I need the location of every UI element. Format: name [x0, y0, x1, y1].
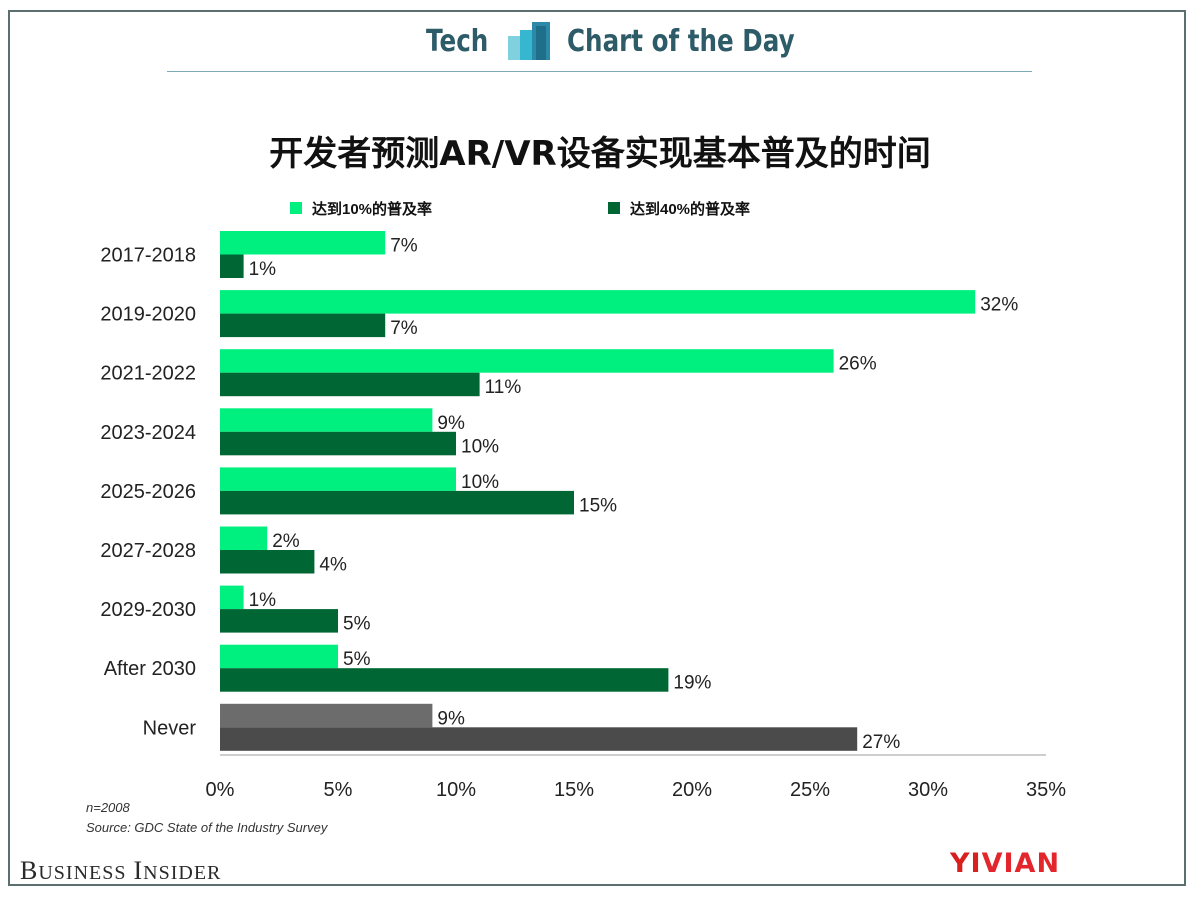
legend-label-2: 达到40%的普及率	[630, 200, 750, 218]
x-tick-label: 0%	[206, 779, 235, 801]
chart-frame	[8, 10, 1186, 886]
bi-logo-usiness: USINESS	[38, 862, 127, 884]
x-tick-label: 20%	[672, 779, 712, 801]
data-label: 26%	[839, 354, 877, 375]
data-label: 5%	[343, 649, 371, 670]
header-tech-label: Tech	[426, 24, 489, 59]
x-tick-label: 30%	[908, 779, 948, 801]
bar-forty-percent	[220, 668, 669, 692]
bar-forty-percent	[220, 313, 386, 338]
bar-ten-percent	[220, 408, 433, 432]
header-chart-of-the-day-label: Chart of the Day	[567, 24, 795, 59]
data-label: 4%	[319, 555, 347, 576]
bi-logo-i: I	[133, 856, 144, 885]
legend-swatch-1	[290, 202, 302, 214]
bi-logo-b: B	[20, 856, 39, 885]
data-label: 7%	[390, 236, 418, 257]
category-label: 2021-2022	[100, 363, 196, 385]
header-divider	[167, 71, 1032, 72]
bar-forty-percent	[220, 254, 244, 278]
chart-title: 开发者预测AR/VR设备实现基本普及的时间	[269, 134, 931, 174]
data-label: 2%	[272, 531, 300, 552]
bar-ten-percent	[220, 585, 244, 610]
yivian-logo-vian: VIAN	[981, 848, 1061, 879]
data-label: 10%	[461, 472, 499, 493]
footnote: n=2008 Source: GDC State of the Industry…	[86, 798, 327, 838]
data-label: 1%	[249, 259, 277, 280]
data-label: 10%	[461, 436, 499, 457]
bar-forty-percent	[220, 727, 858, 751]
category-label: 2017-2018	[100, 245, 196, 267]
x-tick-label: 10%	[436, 779, 476, 801]
data-label: 19%	[673, 673, 711, 694]
bar-ten-percent	[220, 231, 386, 255]
legend-swatch-2	[608, 202, 620, 214]
category-label: 2027-2028	[100, 540, 196, 562]
x-tick-label: 35%	[1026, 779, 1066, 801]
yivian-logo-yi: YI	[950, 848, 982, 879]
bar-ten-percent	[220, 349, 834, 373]
data-label: 7%	[390, 318, 418, 339]
yivian-logo: YIVIAN	[950, 848, 1060, 879]
business-insider-logo: BUSINESS INSIDER	[20, 856, 221, 886]
data-label: 27%	[862, 732, 900, 753]
bar-forty-percent	[220, 490, 574, 515]
bar-forty-percent	[220, 431, 456, 456]
bar-forty-percent	[220, 372, 480, 397]
data-label: 32%	[980, 295, 1018, 316]
x-tick-label: 25%	[790, 779, 830, 801]
bar-ten-percent	[220, 526, 268, 550]
bar-ten-percent	[220, 644, 338, 669]
bar-ten-percent	[220, 703, 433, 728]
data-label: 15%	[579, 495, 617, 516]
x-tick-label: 5%	[324, 779, 353, 801]
data-label: 9%	[437, 708, 465, 729]
category-label: 2019-2020	[100, 304, 196, 326]
bar-forty-percent	[220, 609, 338, 633]
data-label: 1%	[249, 590, 277, 611]
data-label: 9%	[437, 413, 465, 434]
category-label: After 2030	[104, 658, 196, 680]
bi-logo-nsider: NSIDER	[143, 862, 222, 884]
x-tick-label: 15%	[554, 779, 594, 801]
data-label: 5%	[343, 614, 371, 635]
category-label: Never	[143, 717, 197, 739]
data-label: 11%	[485, 377, 522, 398]
source-note: Source: GDC State of the Industry Survey	[86, 820, 328, 835]
bar-ten-percent	[220, 290, 976, 314]
sample-size-note: n=2008	[86, 800, 130, 815]
legend-label-1: 达到10%的普及率	[312, 200, 432, 218]
category-label: 2023-2024	[100, 422, 196, 444]
bar-forty-percent	[220, 550, 315, 574]
category-label: 2025-2026	[100, 481, 196, 503]
bar-ten-percent	[220, 467, 456, 491]
header: Tech Chart of the Day	[0, 22, 1200, 68]
chart-of-the-day-logo-icon	[508, 22, 550, 60]
category-label: 2029-2030	[100, 599, 196, 621]
